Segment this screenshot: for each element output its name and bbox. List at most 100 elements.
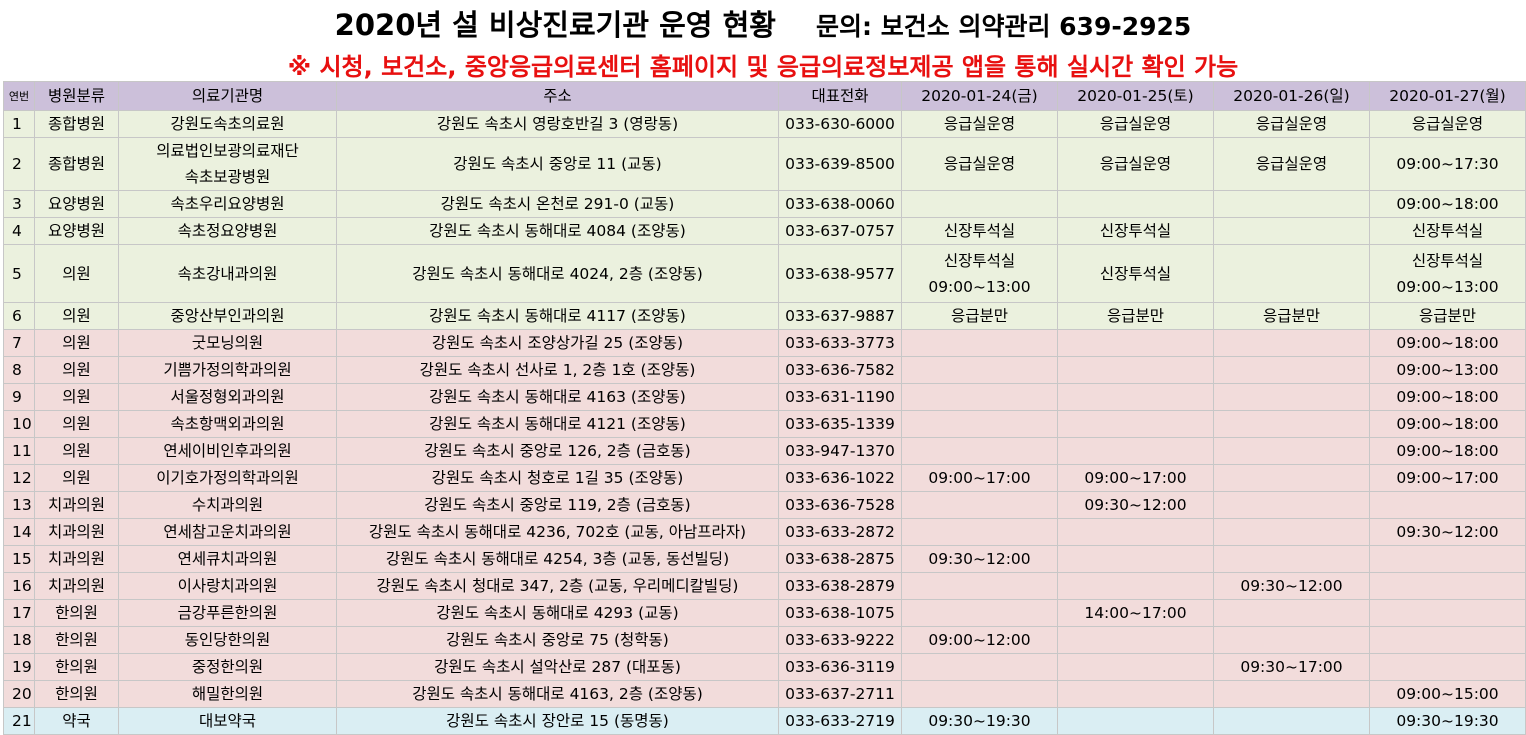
schedule-0127: 09:00~17:00 xyxy=(1369,464,1526,492)
schedule-0126: 응급실운영 xyxy=(1213,137,1370,191)
schedule-0124 xyxy=(901,572,1058,600)
row-number: 7 xyxy=(3,329,35,357)
phone-number: 033-638-1075 xyxy=(778,599,902,627)
phone-number: 033-637-2711 xyxy=(778,680,902,708)
phone-number: 033-636-7582 xyxy=(778,356,902,384)
address: 강원도 속초시 중앙로 126, 2층 (금호동) xyxy=(336,437,779,465)
phone-number: 033-639-8500 xyxy=(778,137,902,191)
schedule-0127 xyxy=(1369,491,1526,519)
schedule-0124 xyxy=(901,518,1058,546)
row-number: 14 xyxy=(3,518,35,546)
table-row: 13 치과의원 수치과의원 강원도 속초시 중앙로 119, 2층 (금호동) 033-… xyxy=(3,491,1526,519)
schedule-0124: 신장투석실 xyxy=(901,217,1058,245)
address: 강원도 속초시 설악산로 287 (대포동) xyxy=(336,653,779,681)
schedule-0127 xyxy=(1369,545,1526,573)
hospital-type: 약국 xyxy=(34,707,119,735)
phone-number: 033-635-1339 xyxy=(778,410,902,438)
schedule-0126 xyxy=(1213,356,1370,384)
address: 강원도 속초시 선사로 1, 2층 1호 (조양동) xyxy=(336,356,779,384)
schedule-0124 xyxy=(901,680,1058,708)
address: 강원도 속초시 동해대로 4121 (조양동) xyxy=(336,410,779,438)
schedule-0124 xyxy=(901,410,1058,438)
schedule-0124-line: 09:30~19:30 xyxy=(928,712,1031,730)
schedule-0126 xyxy=(1213,545,1370,573)
schedule-0126 xyxy=(1213,599,1370,627)
institution-name: 중정한의원 xyxy=(118,653,337,681)
hospital-type: 요양병원 xyxy=(34,190,119,218)
schedule-0127: 응급분만 xyxy=(1369,302,1526,330)
schedule-0126 xyxy=(1213,518,1370,546)
schedule-0127-line: 09:00~18:00 xyxy=(1396,334,1499,352)
schedule-0125 xyxy=(1057,410,1214,438)
schedule-0127: 09:00~18:00 xyxy=(1369,437,1526,465)
schedule-0126 xyxy=(1213,437,1370,465)
institution-name: 서울정형외과의원 xyxy=(118,383,337,411)
institution-name-line: 강원도속초의료원 xyxy=(170,115,285,133)
schedule-0126 xyxy=(1213,329,1370,357)
schedule-0125-line: 09:00~17:00 xyxy=(1084,469,1187,487)
hospital-type: 한의원 xyxy=(34,653,119,681)
address: 강원도 속초시 동해대로 4024, 2층 (조양동) xyxy=(336,244,779,303)
row-number: 2 xyxy=(3,137,35,191)
schedule-0126-line: 09:30~12:00 xyxy=(1240,577,1343,595)
schedule-0124 xyxy=(901,329,1058,357)
institution-name-line: 속초강내과의원 xyxy=(177,264,278,283)
institution-name: 강원도속초의료원 xyxy=(118,110,337,138)
schedule-0125 xyxy=(1057,383,1214,411)
table-row: 10 의원 속초항맥외과의원 강원도 속초시 동해대로 4121 (조양동) 033-6… xyxy=(3,410,1526,438)
hospital-type: 의원 xyxy=(34,410,119,438)
schedule-0125: 09:00~17:00 xyxy=(1057,464,1214,492)
schedule-0127-line: 09:00~18:00 xyxy=(1396,415,1499,433)
phone-number: 033-947-1370 xyxy=(778,437,902,465)
institution-name: 금강푸른한의원 xyxy=(118,599,337,627)
table-row: 17 한의원 금강푸른한의원 강원도 속초시 동해대로 4293 (교동) 033-63… xyxy=(3,599,1526,627)
institution-name-line: 해밀한의원 xyxy=(191,685,264,703)
table-row: 21 약국 대보약국 강원도 속초시 장안로 15 (동명동) 033-633-2719… xyxy=(3,707,1526,735)
schedule-0127-line: 09:00~18:00 xyxy=(1396,442,1499,460)
phone-number: 033-638-2875 xyxy=(778,545,902,573)
schedule-0126 xyxy=(1213,410,1370,438)
hospital-type: 의원 xyxy=(34,464,119,492)
institution-name-line: 의료법인보광의료재단 xyxy=(156,142,299,160)
table-row: 19 한의원 중정한의원 강원도 속초시 설악산로 287 (대포동) 033-636-… xyxy=(3,653,1526,681)
institution-name-line: 연세이비인후과의원 xyxy=(163,442,292,460)
table-row: 6 의원 중앙산부인과의원 강원도 속초시 동해대로 4117 (조양동) 033-63… xyxy=(3,302,1526,330)
row-number: 9 xyxy=(3,383,35,411)
schedule-0124: 09:00~17:00 xyxy=(901,464,1058,492)
schedule-0126 xyxy=(1213,383,1370,411)
phone-number: 033-638-2879 xyxy=(778,572,902,600)
schedule-0127-line: 응급실운영 xyxy=(1411,115,1484,133)
hospital-type: 치과의원 xyxy=(34,572,119,600)
schedule-0125-line: 응급분만 xyxy=(1106,307,1165,325)
schedule-0127-line: 09:00~17:30 xyxy=(1396,155,1499,173)
hospital-type: 종합병원 xyxy=(34,137,119,191)
schedule-0126 xyxy=(1213,680,1370,708)
phone-number: 033-630-6000 xyxy=(778,110,902,138)
table-row: 15 치과의원 연세큐치과의원 강원도 속초시 동해대로 4254, 3층 (교동, … xyxy=(3,545,1526,573)
phone-number: 033-633-2719 xyxy=(778,707,902,735)
schedule-0124: 09:30~19:30 xyxy=(901,707,1058,735)
schedule-0125 xyxy=(1057,545,1214,573)
schedule-0125 xyxy=(1057,653,1214,681)
schedule-0126: 응급실운영 xyxy=(1213,110,1370,138)
hospital-type: 한의원 xyxy=(34,626,119,654)
schedule-0126-line: 09:30~17:00 xyxy=(1240,658,1343,676)
schedule-0127: 09:30~19:30 xyxy=(1369,707,1526,735)
table-row: 8 의원 기쁨가정의학과의원 강원도 속초시 선사로 1, 2층 1호 (조양동) 03… xyxy=(3,356,1526,384)
institution-name-line: 중앙산부인과의원 xyxy=(170,307,285,325)
notice-text: ※ 시청, 보건소, 중앙응급의료센터 홈페이지 및 응급의료정보제공 앱을 통… xyxy=(287,53,1239,81)
institution-name: 연세이비인후과의원 xyxy=(118,437,337,465)
row-number: 11 xyxy=(3,437,35,465)
address: 강원도 속초시 청호로 1길 35 (조양동) xyxy=(336,464,779,492)
hospital-type: 의원 xyxy=(34,329,119,357)
institution-name: 의료법인보광의료재단 속초보광병원 xyxy=(118,137,337,191)
schedule-0124 xyxy=(901,599,1058,627)
row-number: 1 xyxy=(3,110,35,138)
schedule-0124-line: 09:30~12:00 xyxy=(928,550,1031,568)
schedule-0124: 응급실운영 xyxy=(901,110,1058,138)
hospital-type: 한의원 xyxy=(34,680,119,708)
schedule-0127 xyxy=(1369,626,1526,654)
schedule-0125-line: 응급실운영 xyxy=(1099,115,1172,133)
institution-name-line: 동인당한의원 xyxy=(184,631,271,649)
table-row: 5 의원 속초강내과의원 강원도 속초시 동해대로 4024, 2층 (조양동) 033… xyxy=(3,244,1526,303)
